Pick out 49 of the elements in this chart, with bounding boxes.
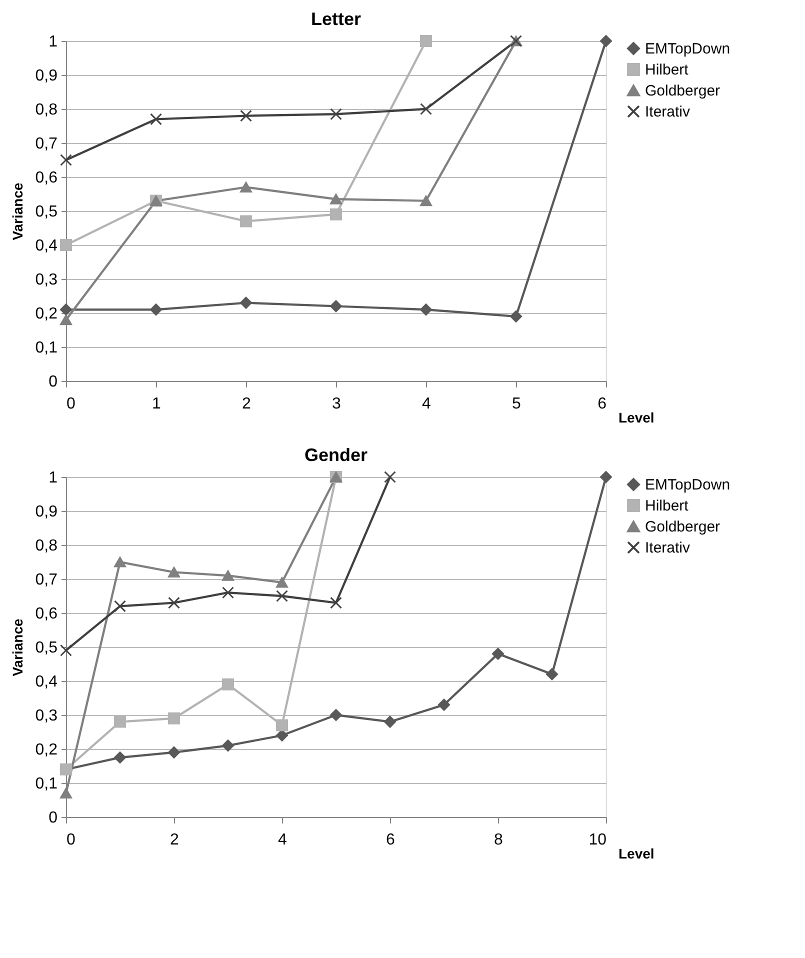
chart-title: Letter [310,8,362,29]
y-tick-label: 0,2 [35,306,58,322]
y-tick-label: 0,7 [35,136,58,152]
x-axis-title: Level [618,410,654,426]
x-tick-label: 0 [66,832,76,848]
y-tick-label: 1 [48,470,58,486]
y-tick-label: 0,1 [35,340,58,356]
x-tick-label: 5 [512,396,522,412]
legend-label: Iterativ [645,540,691,556]
y-tick-label: 0,3 [35,708,58,724]
x-tick-label: 3 [332,396,342,412]
legend-label: Hilbert [645,498,690,514]
y-tick-label: 0,5 [35,204,58,220]
x-tick-label: 10 [588,832,607,848]
y-tick-label: 0,6 [35,606,58,622]
legend-label: EMTopDown [645,476,730,494]
y-tick-label: 1 [48,34,58,50]
x-tick-label: 2 [242,396,252,412]
x-tick-label: 4 [422,396,432,412]
x-tick-label: 4 [278,832,288,848]
y-tick-label: 0,4 [35,674,58,690]
y-tick-label: 0,6 [35,170,58,186]
y-tick-label: 0,9 [35,68,58,84]
legend-label: Goldberger [645,82,720,100]
x-tick-label: 6 [386,832,396,848]
y-tick-label: 0,2 [35,742,58,758]
y-tick-label: 0 [48,374,58,390]
y-tick-label: 0 [48,810,58,826]
y-tick-label: 0,8 [35,538,58,554]
legend-label: Hilbert [645,62,690,78]
y-tick-label: 0,3 [35,272,58,288]
legend-label: Goldberger [645,518,720,536]
y-tick-label: 0,4 [35,238,58,254]
y-tick-label: 0,1 [35,776,58,792]
y-tick-label: 0,8 [35,102,58,118]
y-axis-title: Variance [9,182,26,240]
chart-title: Gender [304,444,368,465]
y-tick-label: 0,9 [35,504,58,520]
x-tick-label: 0 [66,396,76,412]
x-tick-label: 6 [598,396,607,412]
legend-label: Iterativ [645,104,691,120]
x-axis-title: Level [618,846,654,862]
x-tick-label: 8 [494,832,504,848]
x-tick-label: 1 [152,396,162,412]
y-axis-title: Variance [9,618,26,676]
legend-label: EMTopDown [645,40,730,58]
y-tick-label: 0,5 [35,640,58,656]
y-tick-label: 0,7 [35,572,58,588]
x-tick-label: 2 [170,832,180,848]
